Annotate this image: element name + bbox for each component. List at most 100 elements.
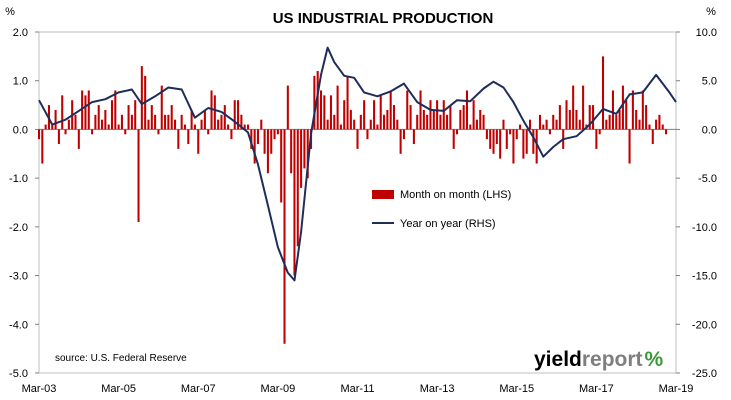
mom-bar — [535, 129, 538, 164]
mom-bar — [572, 85, 575, 130]
mom-bar — [276, 129, 279, 135]
x-tick-label: Mar-11 — [340, 383, 374, 395]
right-tick-label: -20.0 — [692, 319, 717, 331]
mom-bar — [419, 90, 422, 130]
mom-bar — [542, 124, 545, 130]
yieldreport-logo: yieldreport% — [534, 348, 664, 371]
x-tick-label: Mar-13 — [420, 383, 455, 395]
mom-bar — [303, 129, 306, 169]
mom-bar — [51, 124, 54, 130]
mom-bar — [37, 129, 41, 140]
mom-bar — [87, 90, 90, 130]
mom-bar — [203, 109, 206, 130]
mom-bar — [608, 114, 611, 130]
mom-bar — [104, 109, 107, 130]
mom-bar — [67, 119, 70, 130]
plot-area — [38, 31, 677, 374]
mom-bar — [170, 105, 173, 130]
mom-bar — [392, 105, 396, 130]
mom-bar — [528, 119, 532, 130]
mom-bar — [177, 129, 180, 149]
left-tick-label: -4.0 — [9, 319, 28, 331]
right-axis: 10.0 5.0 0.0 -5.0 -10.0 -15.0 -20.0 -25.0 — [676, 27, 717, 380]
mom-bar — [137, 129, 140, 222]
mom-bar — [270, 129, 273, 154]
mom-bar — [373, 100, 376, 130]
mom-bar — [369, 119, 372, 130]
mom-bar — [107, 124, 110, 130]
mom-bar — [127, 105, 130, 130]
mom-bar — [406, 90, 409, 130]
mom-bar — [343, 100, 346, 130]
mom-bar — [578, 119, 581, 130]
mom-bar — [505, 129, 508, 149]
mom-bar — [462, 105, 465, 130]
chart-title: US INDUSTRIAL PRODUCTION — [273, 10, 494, 27]
mom-bar — [426, 114, 429, 130]
mom-bar — [532, 129, 535, 154]
mom-bar — [485, 129, 488, 140]
mom-bar — [190, 109, 193, 130]
mom-bar — [558, 105, 561, 130]
mom-bar — [263, 129, 266, 154]
mom-bar — [273, 129, 276, 140]
mom-bar — [492, 129, 495, 154]
mom-bar — [283, 129, 286, 344]
mom-bar — [293, 129, 296, 276]
mom-bar — [157, 129, 160, 135]
mom-bar — [661, 124, 664, 130]
mom-bar — [548, 129, 551, 135]
mom-bar — [432, 109, 435, 130]
mom-bar — [61, 95, 64, 130]
mom-bar — [651, 129, 654, 145]
mom-bar — [648, 124, 651, 130]
mom-bar — [230, 129, 233, 140]
mom-bar — [416, 114, 419, 130]
mom-bar — [459, 109, 462, 130]
mom-bar — [81, 90, 84, 130]
mom-bar — [114, 90, 117, 130]
mom-bar — [246, 124, 250, 130]
mom-bar — [243, 124, 246, 130]
right-tick-label: 10.0 — [696, 27, 717, 39]
mom-bar — [339, 124, 342, 130]
mom-bar — [227, 124, 230, 130]
mom-bar — [41, 129, 44, 164]
mom-bar — [266, 129, 269, 174]
mom-bar — [482, 114, 485, 130]
legend-swatch-mom — [372, 190, 394, 199]
mom-bar — [545, 119, 548, 130]
mom-bar — [552, 114, 555, 130]
mom-bar — [356, 129, 359, 149]
mom-bar — [193, 124, 196, 130]
yoy-line — [38, 46, 677, 282]
mom-bar — [469, 124, 472, 130]
left-tick-label: 0.0 — [13, 124, 28, 136]
mom-bar — [399, 129, 402, 154]
source-note: source: U.S. Federal Reserve — [55, 353, 187, 364]
mom-bar — [64, 129, 67, 135]
mom-bar — [164, 114, 167, 130]
mom-bar — [97, 105, 100, 130]
mom-bar — [665, 129, 668, 135]
mom-bar — [160, 85, 163, 130]
mom-bar — [363, 100, 366, 130]
mom-bar — [625, 100, 628, 130]
mom-bar — [91, 129, 94, 135]
mom-bar — [489, 129, 492, 149]
mom-bar — [280, 129, 283, 203]
mom-bar — [117, 124, 120, 130]
logo-part-2: report — [582, 348, 643, 371]
mom-bar — [605, 119, 608, 130]
mom-bar — [101, 119, 104, 130]
mom-bar — [150, 105, 153, 130]
mom-bar — [499, 129, 502, 159]
mom-bar — [130, 114, 133, 130]
legend-label-mom: Month on month (LHS) — [400, 189, 511, 201]
mom-bar — [94, 114, 97, 130]
left-axis-unit: % — [5, 6, 15, 18]
x-axis: Mar-03 Mar-05 Mar-07 Mar-09 Mar-11 Mar-13 Mar-… — [22, 383, 694, 395]
mom-bar — [140, 66, 143, 130]
mom-bar — [465, 90, 469, 130]
mom-bar — [645, 105, 648, 130]
